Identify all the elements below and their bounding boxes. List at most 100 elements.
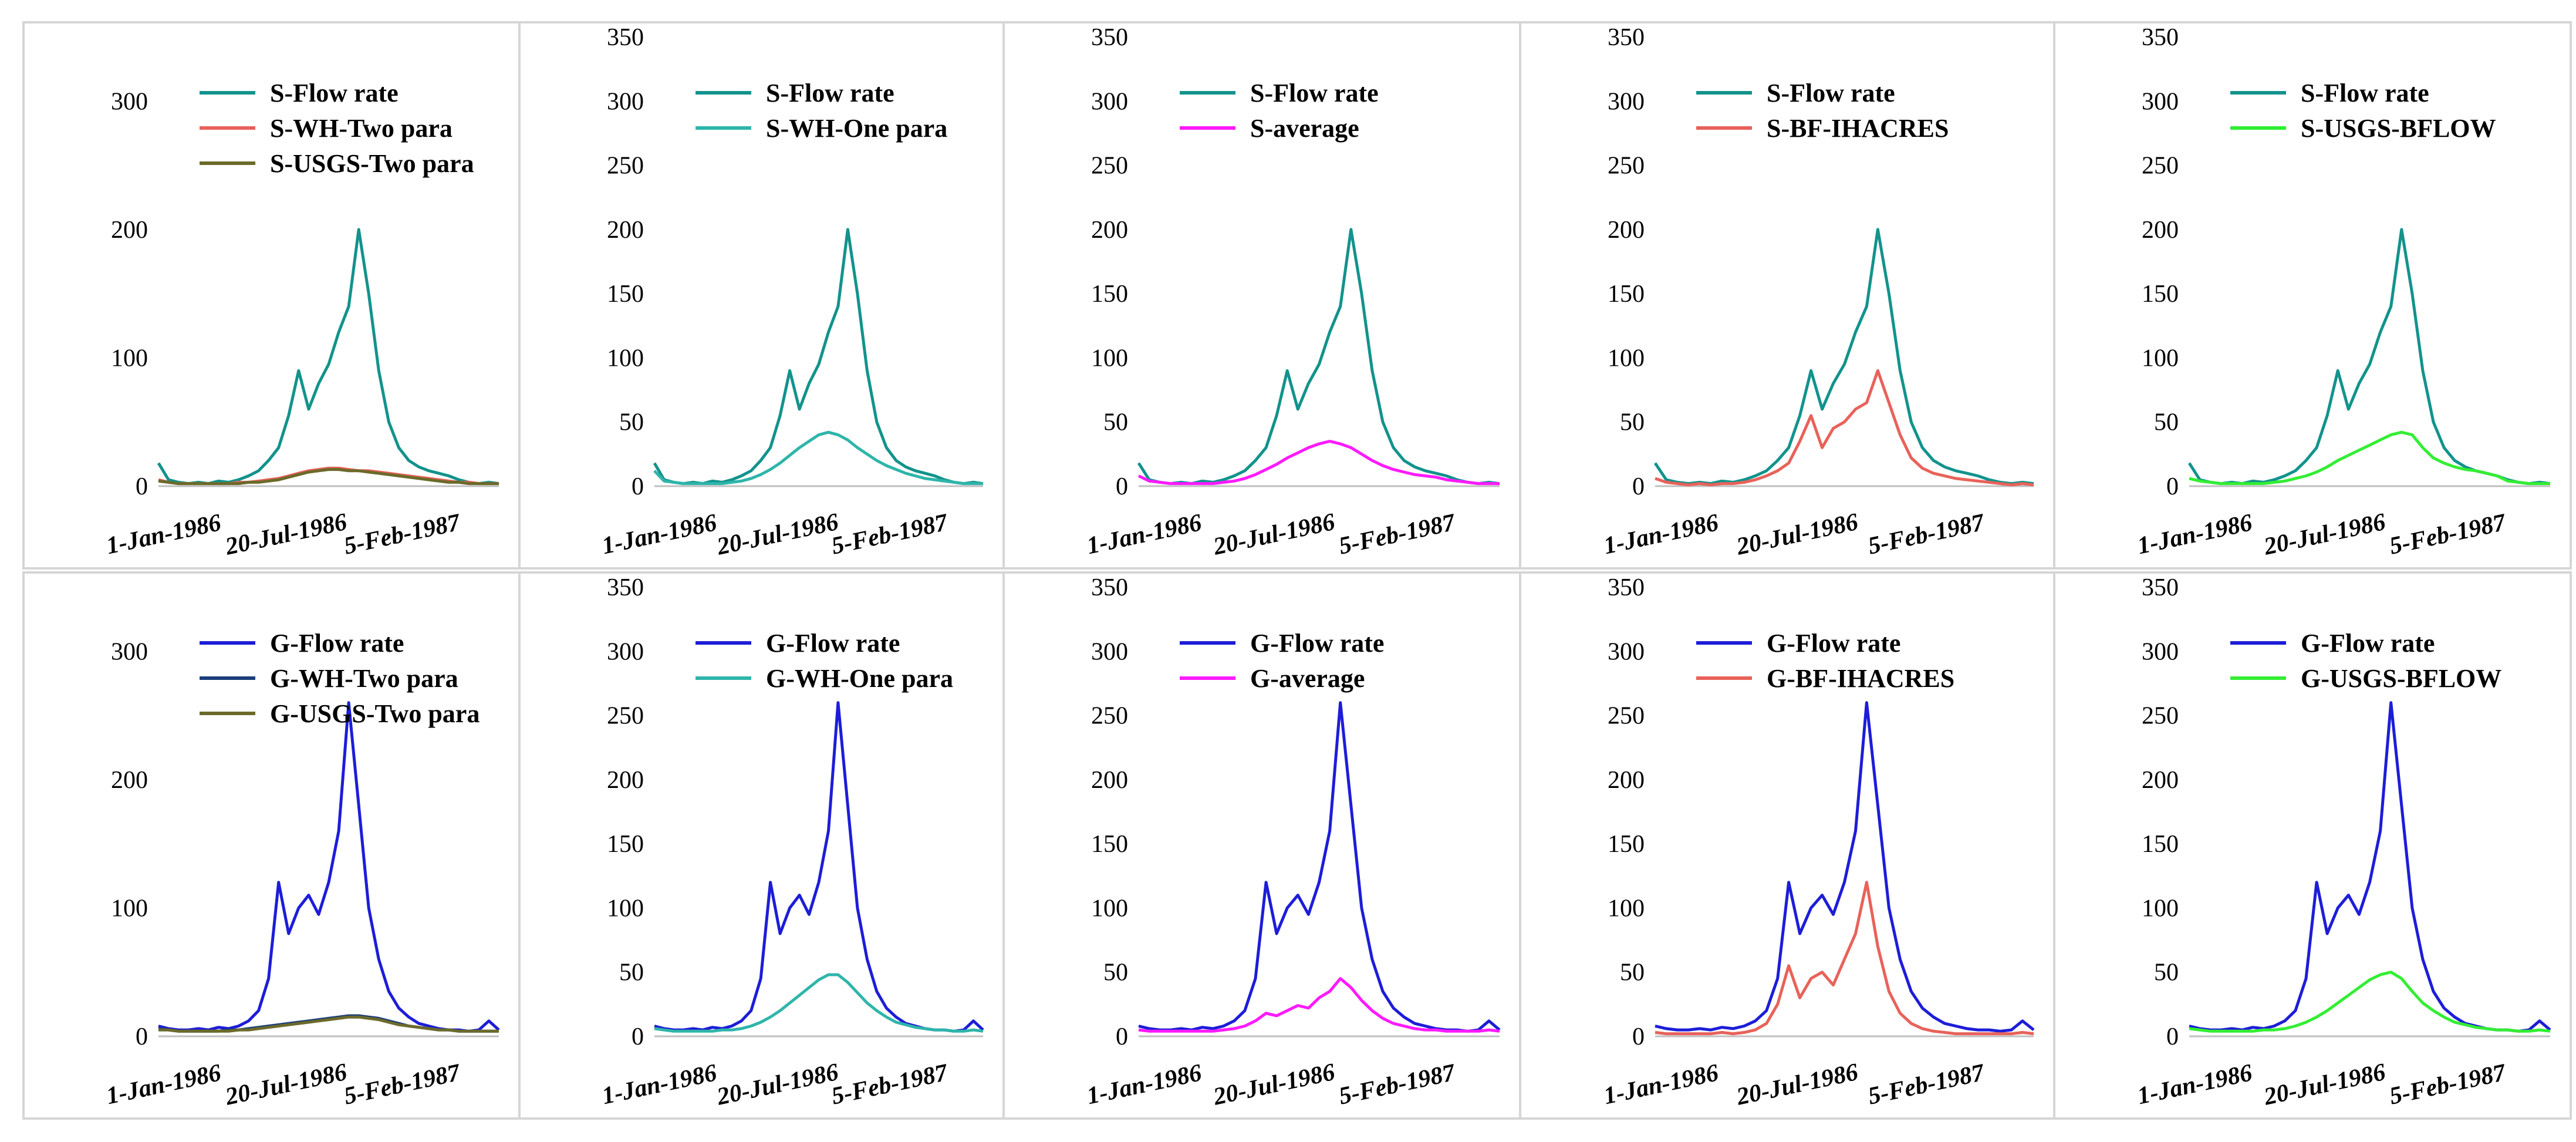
y-tick-label: 300 bbox=[607, 88, 644, 115]
y-tick-label: 0 bbox=[1116, 1023, 1128, 1050]
series-line-2 bbox=[654, 973, 984, 1033]
y-tick-label: 150 bbox=[607, 281, 644, 308]
y-tick-label: 250 bbox=[2142, 153, 2179, 180]
y-tick-label: 350 bbox=[2142, 574, 2179, 601]
y-tick-label: 200 bbox=[607, 217, 644, 244]
legend-label: G-USGS-Two para bbox=[270, 699, 480, 728]
legend-label: G-WH-One para bbox=[766, 664, 953, 693]
y-tick-label: 250 bbox=[1091, 703, 1128, 730]
y-tick-label: 100 bbox=[1608, 895, 1645, 922]
y-tick-label: 50 bbox=[1103, 959, 1128, 986]
panel-frame bbox=[1519, 21, 2055, 570]
y-tick-label: 0 bbox=[136, 473, 148, 500]
y-tick-label: 50 bbox=[619, 409, 644, 436]
series-line-3 bbox=[158, 468, 499, 486]
y-tick-label: 200 bbox=[607, 767, 644, 794]
y-tick-label: 100 bbox=[1608, 345, 1645, 372]
y-tick-label: 100 bbox=[607, 895, 644, 922]
y-tick-label: 150 bbox=[1608, 281, 1645, 308]
y-tick-label: 50 bbox=[1620, 959, 1645, 986]
y-tick-label: 50 bbox=[2154, 409, 2179, 436]
series-line-2 bbox=[653, 430, 983, 486]
y-tick-label: 0 bbox=[136, 1023, 148, 1050]
series-line-2 bbox=[1655, 369, 2034, 487]
y-tick-label: 300 bbox=[1608, 638, 1645, 665]
series-line-1 bbox=[1137, 228, 1500, 486]
legend-label: G-BF-IHACRES bbox=[1767, 664, 1954, 693]
y-tick-label: 350 bbox=[1608, 24, 1645, 51]
y-tick-label: 350 bbox=[607, 574, 644, 601]
y-tick-label: 200 bbox=[111, 767, 148, 794]
y-tick-label: 0 bbox=[1632, 473, 1645, 500]
y-tick-label: 250 bbox=[1608, 703, 1645, 730]
y-tick-label: 0 bbox=[2166, 1023, 2179, 1050]
series-line-1 bbox=[1655, 701, 2035, 1033]
series-line-2 bbox=[1137, 440, 1500, 486]
series-line-1 bbox=[653, 228, 984, 486]
y-tick-label: 250 bbox=[607, 703, 644, 730]
series-line-1 bbox=[1653, 228, 2034, 486]
y-tick-label: 200 bbox=[1091, 767, 1128, 794]
y-tick-label: 200 bbox=[2142, 767, 2179, 794]
chart-panel-7: 0501001502002503003501-Jan-198620-Jul-19… bbox=[518, 571, 1005, 1120]
legend-label: S-WH-Two para bbox=[270, 114, 453, 143]
y-tick-label: 200 bbox=[1608, 217, 1645, 244]
y-tick-label: 50 bbox=[1103, 409, 1128, 436]
series-line-2 bbox=[2189, 971, 2551, 1033]
y-tick-label: 50 bbox=[1620, 409, 1645, 436]
y-tick-label: 150 bbox=[2142, 281, 2179, 308]
y-tick-label: 300 bbox=[607, 638, 644, 665]
legend-label: G-Flow rate bbox=[270, 629, 404, 658]
panel-frame bbox=[2053, 21, 2572, 570]
y-tick-label: 50 bbox=[2154, 959, 2179, 986]
y-tick-label: 100 bbox=[111, 895, 148, 922]
y-tick-label: 200 bbox=[2142, 217, 2179, 244]
y-tick-label: 250 bbox=[607, 153, 644, 180]
y-tick-label: 300 bbox=[1608, 88, 1645, 115]
legend-label: G-Flow rate bbox=[2301, 629, 2435, 658]
legend-label: S-Flow rate bbox=[2301, 79, 2429, 107]
y-tick-label: 0 bbox=[1632, 1023, 1645, 1050]
y-tick-label: 0 bbox=[1116, 473, 1128, 500]
series-line-2 bbox=[1655, 881, 2034, 1036]
legend-label: S-USGS-Two para bbox=[270, 149, 474, 178]
legend-label: S-USGS-BFLOW bbox=[2301, 114, 2496, 143]
series-line-1 bbox=[157, 228, 499, 486]
legend-label: G-Flow rate bbox=[1250, 629, 1384, 658]
y-tick-label: 150 bbox=[1091, 831, 1128, 858]
y-tick-label: 100 bbox=[111, 345, 148, 372]
y-tick-label: 250 bbox=[2142, 703, 2179, 730]
y-tick-label: 100 bbox=[2142, 345, 2179, 372]
y-tick-label: 50 bbox=[619, 959, 644, 986]
y-tick-label: 0 bbox=[632, 473, 644, 500]
y-tick-label: 150 bbox=[1091, 281, 1128, 308]
series-line-3 bbox=[158, 1015, 499, 1033]
y-tick-label: 300 bbox=[1091, 88, 1128, 115]
y-tick-label: 300 bbox=[2142, 638, 2179, 665]
y-tick-label: 350 bbox=[2142, 24, 2179, 51]
legend-label: S-BF-IHACRES bbox=[1767, 114, 1949, 143]
y-tick-label: 200 bbox=[1608, 767, 1645, 794]
y-tick-label: 350 bbox=[1091, 574, 1128, 601]
legend-label: S-Flow rate bbox=[1250, 79, 1379, 107]
y-tick-label: 250 bbox=[1091, 153, 1128, 180]
y-tick-label: 0 bbox=[632, 1023, 644, 1050]
legend-label: S-Flow rate bbox=[270, 79, 399, 107]
legend-label: S-Flow rate bbox=[1767, 79, 1895, 107]
y-tick-label: 150 bbox=[607, 831, 644, 858]
y-tick-label: 100 bbox=[2142, 895, 2179, 922]
y-tick-label: 300 bbox=[111, 88, 148, 115]
legend-label: G-WH-Two para bbox=[270, 664, 458, 693]
legend-label: S-WH-One para bbox=[766, 114, 947, 143]
legend-label: S-Flow rate bbox=[766, 79, 894, 107]
y-tick-label: 150 bbox=[2142, 831, 2179, 858]
